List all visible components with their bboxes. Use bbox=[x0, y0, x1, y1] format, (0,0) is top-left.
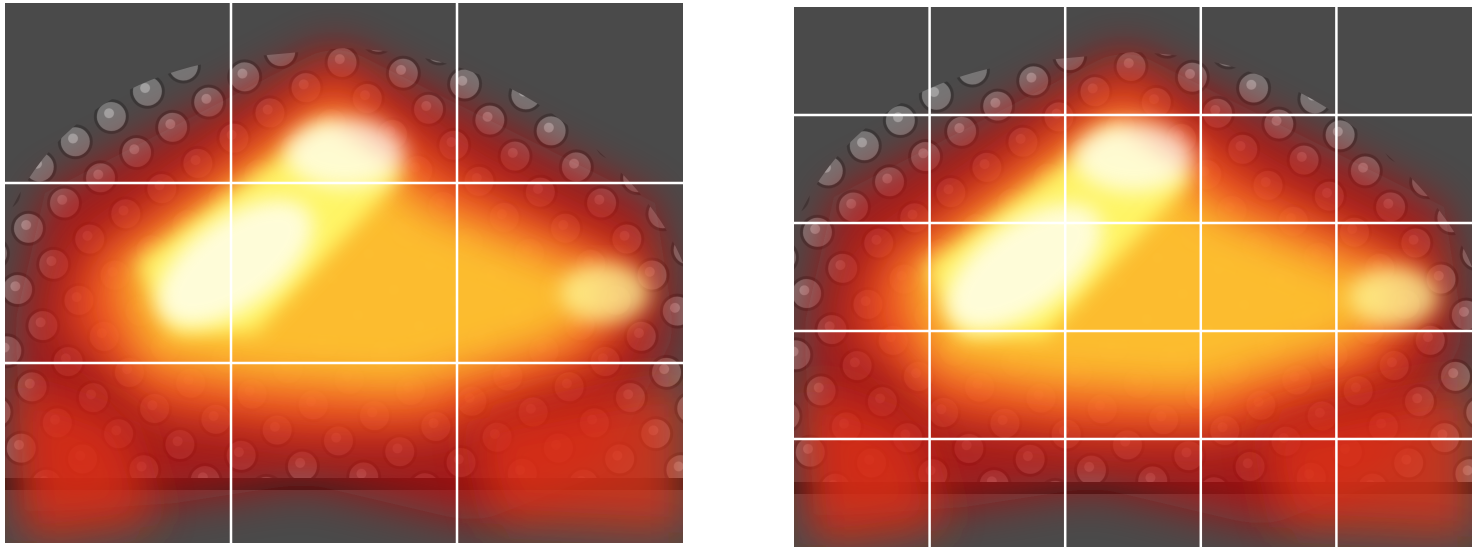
grid-lines-5x5 bbox=[794, 7, 1472, 547]
grid-lines-3x3 bbox=[5, 3, 683, 543]
heatmap-overlay bbox=[15, 43, 683, 543]
heatmap-overlay bbox=[804, 47, 1472, 547]
heatmap-panel-3x3 bbox=[5, 3, 683, 543]
heatmap-svg-left bbox=[5, 3, 683, 543]
heatmap-panel-5x5 bbox=[794, 7, 1472, 547]
heatmap-svg-right bbox=[794, 7, 1472, 547]
